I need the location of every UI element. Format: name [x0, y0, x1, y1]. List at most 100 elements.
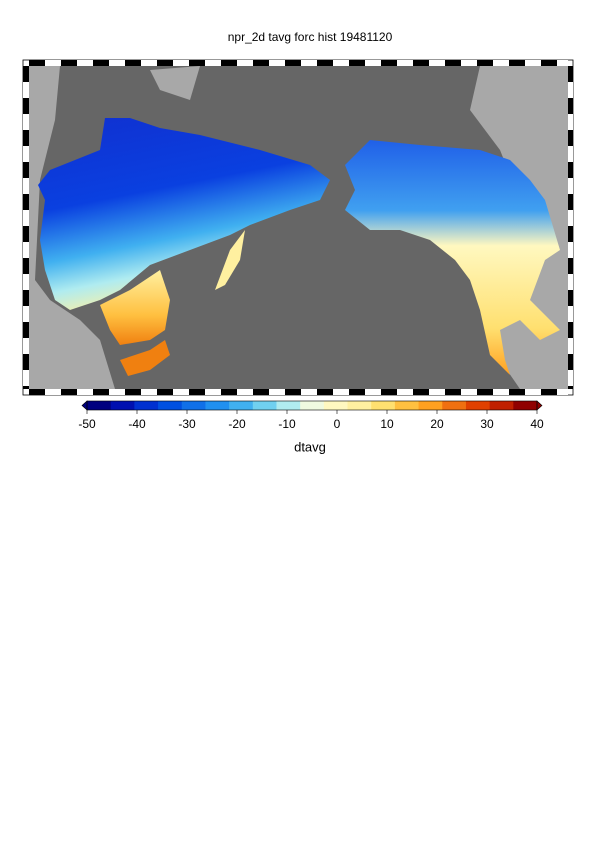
- frame-tile: [23, 306, 29, 322]
- frame-tile: [317, 60, 333, 66]
- colorbar-segment: [394, 401, 420, 410]
- frame-tile: [23, 322, 29, 338]
- colorbar-tick-label: 20: [430, 417, 444, 431]
- frame-tile: [23, 258, 29, 274]
- frame-tile: [141, 389, 157, 395]
- frame-tile: [568, 130, 573, 146]
- frame-tile: [23, 338, 29, 354]
- frame-tile: [413, 60, 429, 66]
- colorbar: -50 -40 -30 -20 -10 0 10 20 30 40: [78, 400, 544, 431]
- colorbar-arrow: [81, 400, 88, 411]
- frame-tile: [237, 60, 253, 66]
- colorbar-tick-label: -20: [228, 417, 246, 431]
- frame-tile: [493, 389, 509, 395]
- frame-tile: [45, 60, 61, 66]
- frame-tile: [568, 370, 573, 386]
- frame-tile: [23, 162, 29, 178]
- frame-tile: [541, 60, 557, 66]
- colorbar-segment: [229, 401, 254, 410]
- frame-tile: [525, 60, 541, 66]
- map-title: npr_2d tavg forc hist 19481120: [228, 30, 393, 44]
- frame-tile: [61, 389, 77, 395]
- frame-tile: [568, 114, 573, 130]
- frame-tile: [109, 389, 125, 395]
- frame-tile: [568, 338, 573, 354]
- frame-tile: [23, 82, 29, 98]
- colorbar-tick-label: 30: [480, 417, 494, 431]
- frame-tile: [93, 60, 109, 66]
- frame-tile: [333, 389, 349, 395]
- frame-tile: [23, 98, 29, 114]
- frame-tile: [157, 60, 173, 66]
- frame-tile: [301, 389, 317, 395]
- colorbar-tick-label: -10: [278, 417, 296, 431]
- frame-tile: [568, 146, 573, 162]
- frame-tile: [568, 66, 573, 82]
- colorbar-segment: [110, 401, 135, 410]
- colorbar-segment: [276, 401, 301, 410]
- colorbar-segment: [205, 401, 230, 410]
- frame-tile: [23, 194, 29, 210]
- colorbar-segment: [371, 401, 396, 410]
- frame-tile: [23, 274, 29, 290]
- frame-tile: [568, 354, 573, 370]
- frame-tile: [23, 370, 29, 386]
- colorbar-label: dtavg: [294, 439, 326, 454]
- colorbar-segment: [181, 401, 206, 410]
- frame-tile: [525, 389, 541, 395]
- frame-tile: [253, 389, 269, 395]
- frame-tile: [429, 60, 445, 66]
- frame-tile: [205, 60, 221, 66]
- frame-tile: [45, 389, 61, 395]
- frame-tile: [237, 389, 253, 395]
- frame-tile: [269, 389, 285, 395]
- colorbar-outline: [86, 400, 538, 411]
- frame-tile: [557, 389, 568, 395]
- frame-tile: [29, 60, 45, 66]
- frame-tile: [445, 389, 461, 395]
- frame-tile: [445, 60, 461, 66]
- frame-tile: [397, 60, 413, 66]
- frame-tile: [23, 210, 29, 226]
- frame-tile: [23, 386, 29, 389]
- frame-tile: [23, 242, 29, 258]
- colorbar-arrow: [536, 400, 543, 411]
- frame-tile: [461, 60, 477, 66]
- frame-tile: [29, 389, 45, 395]
- colorbar-segment: [134, 401, 159, 410]
- frame-tile: [397, 389, 413, 395]
- frame-tile: [61, 60, 77, 66]
- frame-tile: [429, 389, 445, 395]
- frame-tile: [23, 354, 29, 370]
- frame-tile: [568, 226, 573, 242]
- frame-tile: [557, 60, 568, 66]
- frame-tile: [477, 389, 493, 395]
- colorbar-tick-label: 40: [530, 417, 544, 431]
- frame-tile: [125, 60, 141, 66]
- frame-tile: [157, 389, 173, 395]
- colorbar-segment: [513, 401, 538, 410]
- frame-tile: [125, 389, 141, 395]
- frame-tile: [77, 389, 93, 395]
- map: [22, 59, 574, 396]
- frame-tile: [23, 226, 29, 242]
- frame-tile: [301, 60, 317, 66]
- colorbar-segment: [442, 401, 467, 410]
- frame-tile: [568, 178, 573, 194]
- frame-tile: [568, 82, 573, 98]
- frame-tile: [269, 60, 285, 66]
- colorbar-segment: [300, 401, 325, 410]
- frame-tile: [568, 290, 573, 306]
- frame-tile: [205, 389, 221, 395]
- frame-tile: [568, 274, 573, 290]
- colorbar-segment: [87, 401, 112, 410]
- frame-tile: [173, 389, 189, 395]
- colorbar-segment: [347, 401, 372, 410]
- frame-tile: [461, 389, 477, 395]
- frame-tile: [568, 162, 573, 178]
- frame-tile: [568, 194, 573, 210]
- colorbar-tick-label: 0: [334, 417, 341, 431]
- frame-tile: [173, 60, 189, 66]
- colorbar-segment: [252, 401, 277, 410]
- colorbar-segment: [158, 401, 183, 410]
